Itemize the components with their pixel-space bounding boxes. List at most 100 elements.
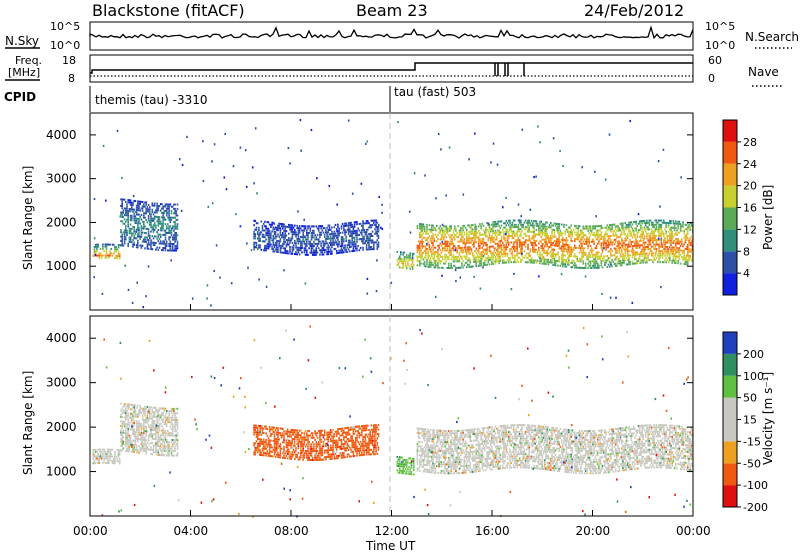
echo-cell <box>298 246 301 249</box>
echo-cell <box>517 223 520 226</box>
echo-cell <box>349 239 351 242</box>
echo-cell <box>306 251 308 254</box>
echo-cell <box>173 238 175 241</box>
echo-cell <box>104 256 107 259</box>
echo-cell <box>533 239 535 242</box>
echo-cell <box>596 236 599 239</box>
echo-cell <box>482 248 485 251</box>
echo-cell <box>337 238 339 241</box>
noise-right-label: N.Search <box>745 30 799 44</box>
echo-cell <box>455 234 457 237</box>
echo-cell <box>540 258 542 260</box>
echo-cell <box>274 248 277 251</box>
echo-cell <box>274 226 277 229</box>
echo-cell <box>428 224 431 227</box>
echo-cell <box>409 267 411 270</box>
echo-cell <box>349 222 351 224</box>
echo-cell <box>458 251 461 254</box>
echo-cell <box>631 249 634 252</box>
echo-cell <box>420 223 422 226</box>
echo-cell <box>337 230 339 233</box>
echo-cell <box>673 229 676 232</box>
nave-right-label: Nave <box>748 65 779 79</box>
echo-cell <box>594 255 597 258</box>
echo-cell <box>143 430 145 432</box>
echo-cell <box>574 244 576 247</box>
echo-cell <box>593 225 595 228</box>
echo-cell <box>619 260 622 262</box>
echo-cell <box>682 225 684 228</box>
echo-cell <box>476 254 479 256</box>
echo-cell <box>171 445 174 448</box>
echo-cell <box>620 264 623 267</box>
echo-cell <box>533 220 535 223</box>
echo-cell <box>123 218 126 221</box>
frequency-panel: Freq. [MHz] 18 8 60 0 Nave <box>5 54 782 87</box>
echo-cell <box>145 295 147 298</box>
echo-cell <box>127 439 129 441</box>
echo-cell <box>601 242 604 245</box>
echo-cell <box>121 198 123 201</box>
echo-cell <box>149 417 151 420</box>
echo-cell <box>469 248 472 251</box>
echo-cell <box>159 438 162 441</box>
echo-cell <box>456 231 458 234</box>
echo-cell <box>623 259 625 262</box>
echo-cell <box>125 229 127 232</box>
echo-cell <box>123 423 126 426</box>
echo-cell <box>306 231 308 234</box>
echo-cell <box>451 234 454 237</box>
echo-cell <box>548 224 551 227</box>
echo-cell <box>362 220 364 223</box>
echo-cell <box>534 242 536 245</box>
echo-cell <box>157 453 160 456</box>
echo-cell <box>132 439 134 442</box>
echo-cell <box>648 248 651 251</box>
echo-cell <box>155 224 157 227</box>
echo-cell <box>688 226 690 229</box>
power-colorbar-tick-label: 16 <box>743 202 757 215</box>
echo-cell <box>94 457 97 460</box>
echo-cell <box>321 225 324 228</box>
echo-cell <box>458 240 461 243</box>
echo-cell <box>92 455 95 458</box>
echo-cell <box>459 240 462 243</box>
echo-cell <box>170 259 172 262</box>
echo-cell <box>337 236 339 239</box>
echo-cell <box>676 255 678 258</box>
echo-cell <box>494 232 497 234</box>
echo-cell <box>503 222 505 225</box>
echo-cell <box>521 245 523 248</box>
echo-cell <box>636 244 639 247</box>
echo-cell <box>433 255 435 258</box>
echo-cell <box>420 256 422 258</box>
echo-cell <box>516 234 518 237</box>
echo-cell <box>586 238 588 241</box>
echo-cell <box>468 237 470 240</box>
echo-cell <box>123 405 126 408</box>
echo-cell <box>371 224 374 226</box>
echo-cell <box>137 226 139 229</box>
echo-cell <box>259 244 261 247</box>
echo-cell <box>302 234 304 236</box>
echo-cell <box>640 250 642 253</box>
echo-cell <box>471 237 474 240</box>
echo-cell <box>373 219 375 222</box>
echo-cell <box>321 247 324 249</box>
echo-cell <box>326 246 328 249</box>
echo-cell <box>151 428 154 431</box>
echo-cell <box>447 258 450 261</box>
echo-cell <box>659 234 661 237</box>
echo-cell <box>151 448 154 451</box>
echo-cell <box>506 254 509 257</box>
echo-cell <box>164 414 167 417</box>
echo-cell <box>261 227 264 230</box>
power-colorbar-tick-label: 24 <box>743 158 757 171</box>
echo-cell <box>352 232 355 235</box>
echo-cell <box>133 422 135 424</box>
echo-cell <box>332 237 334 240</box>
echo-cell <box>580 247 582 250</box>
echo-cell <box>507 241 510 244</box>
echo-cell <box>155 449 157 452</box>
echo-cell <box>157 436 160 439</box>
